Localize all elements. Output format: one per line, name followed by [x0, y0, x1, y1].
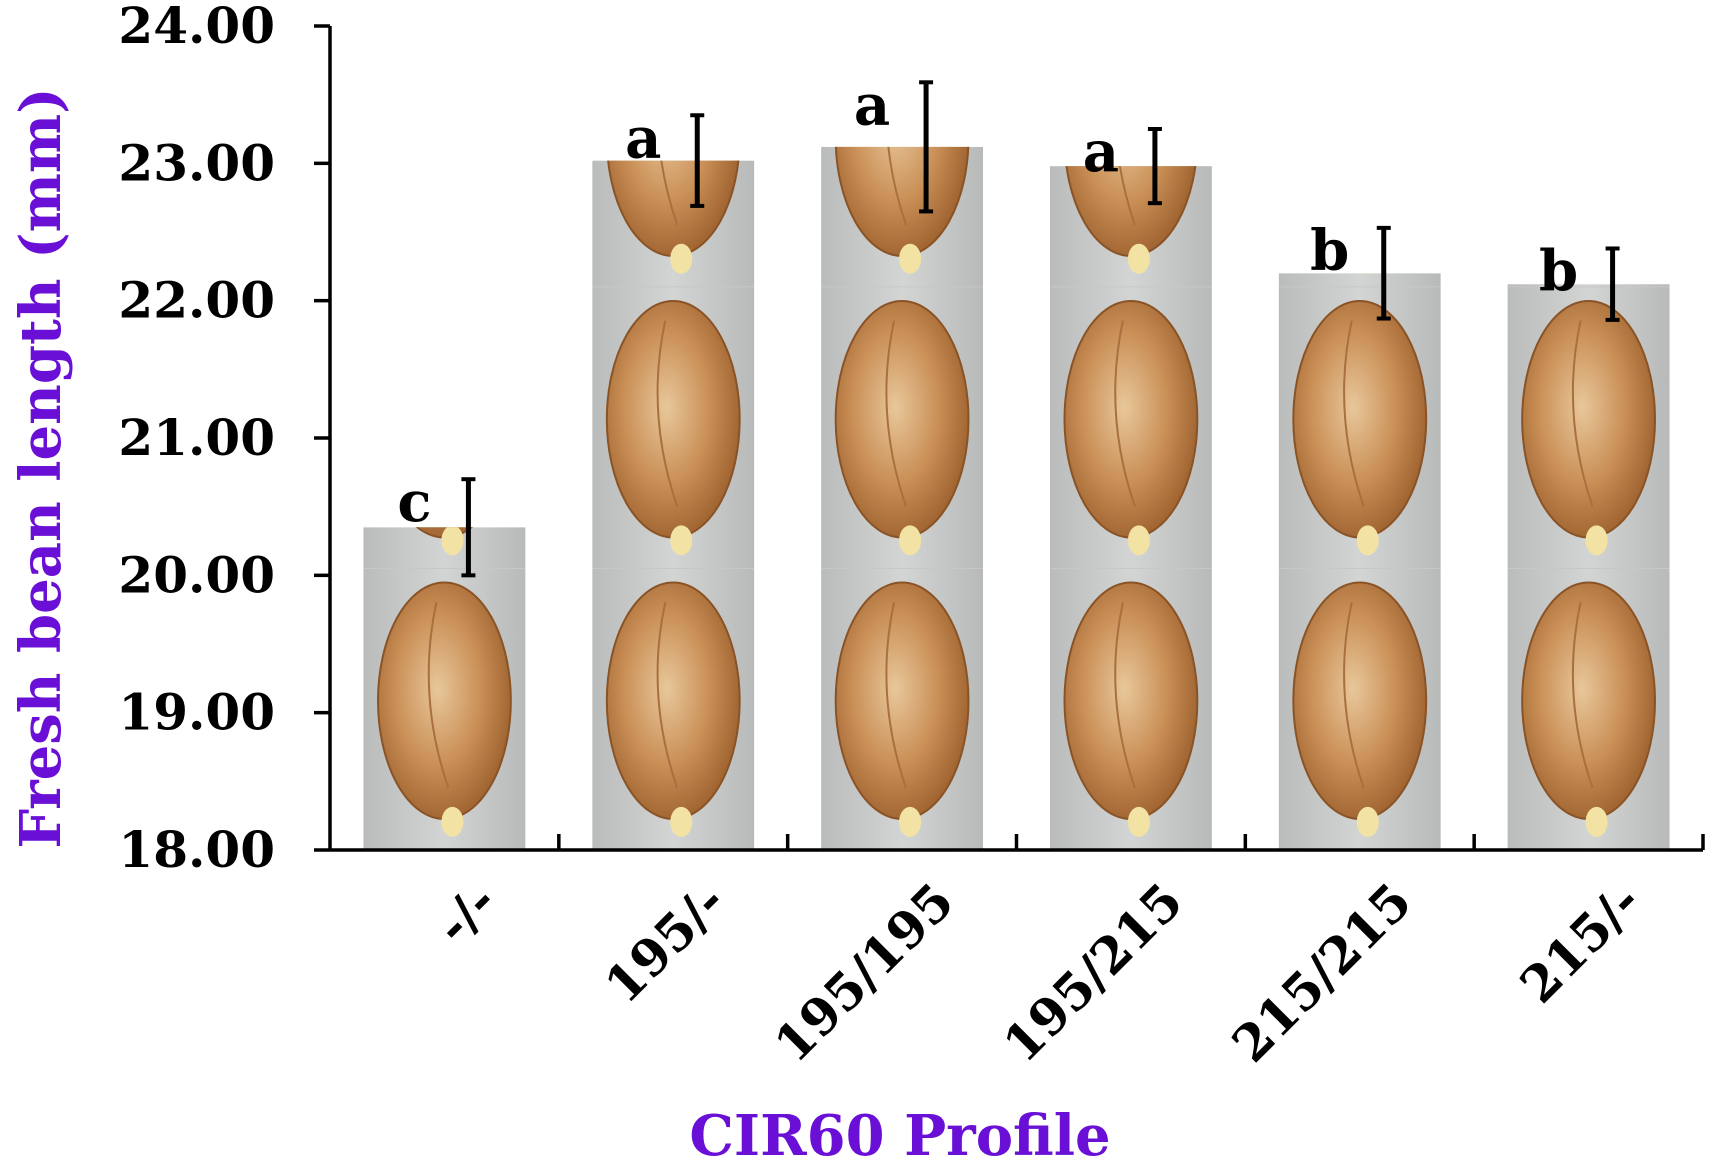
y-tick-label: 18.00: [118, 820, 275, 879]
significance-labels-group: c a a a b b: [397, 72, 1578, 535]
error-bar: [1147, 127, 1162, 206]
y-tick-label: 24.00: [118, 0, 275, 55]
bar: [1278, 273, 1441, 850]
y-tick-label: 23.00: [118, 133, 275, 192]
bars-group: [363, 146, 1670, 851]
bar: [592, 160, 755, 850]
x-tick-label: 195/195: [763, 871, 965, 1073]
bar: [363, 527, 526, 850]
error-bars-group: [461, 80, 1620, 578]
x-tick-label: 215/215: [1221, 871, 1423, 1073]
y-tick-label: 20.00: [118, 545, 275, 604]
y-tick-label: 21.00: [118, 408, 275, 467]
significance-label: b: [1539, 238, 1578, 304]
bar: [1049, 166, 1212, 850]
error-bar: [1376, 225, 1391, 321]
y-axis-title: Fresh bean length (mm): [8, 87, 74, 848]
significance-label: c: [397, 469, 431, 535]
error-bar: [690, 113, 705, 208]
error-bar: [1605, 246, 1620, 322]
bar: [821, 146, 984, 850]
x-tick-label: 195/-: [593, 871, 736, 1014]
y-ticks-group: 18.00 19.00 20.00 21.00 22.00 23.00 24.00: [118, 0, 330, 879]
axes-group: [328, 26, 1703, 852]
x-tick-label: 215/-: [1509, 871, 1652, 1014]
x-axis-title: CIR60 Profile: [689, 1103, 1110, 1168]
y-tick-label: 22.00: [118, 271, 275, 330]
x-tick-label: 195/215: [992, 871, 1194, 1073]
significance-label: b: [1310, 218, 1349, 284]
significance-label: a: [854, 72, 890, 138]
error-bar: [461, 477, 476, 578]
bar: [1507, 284, 1670, 851]
x-tick-label: -/-: [424, 871, 508, 955]
significance-label: a: [625, 105, 661, 171]
significance-label: a: [1083, 119, 1119, 185]
x-labels-group: -/- 195/- 195/195 195/215 215/215 215/-: [424, 834, 1705, 1074]
error-bar: [919, 80, 934, 214]
y-tick-label: 19.00: [118, 683, 275, 742]
